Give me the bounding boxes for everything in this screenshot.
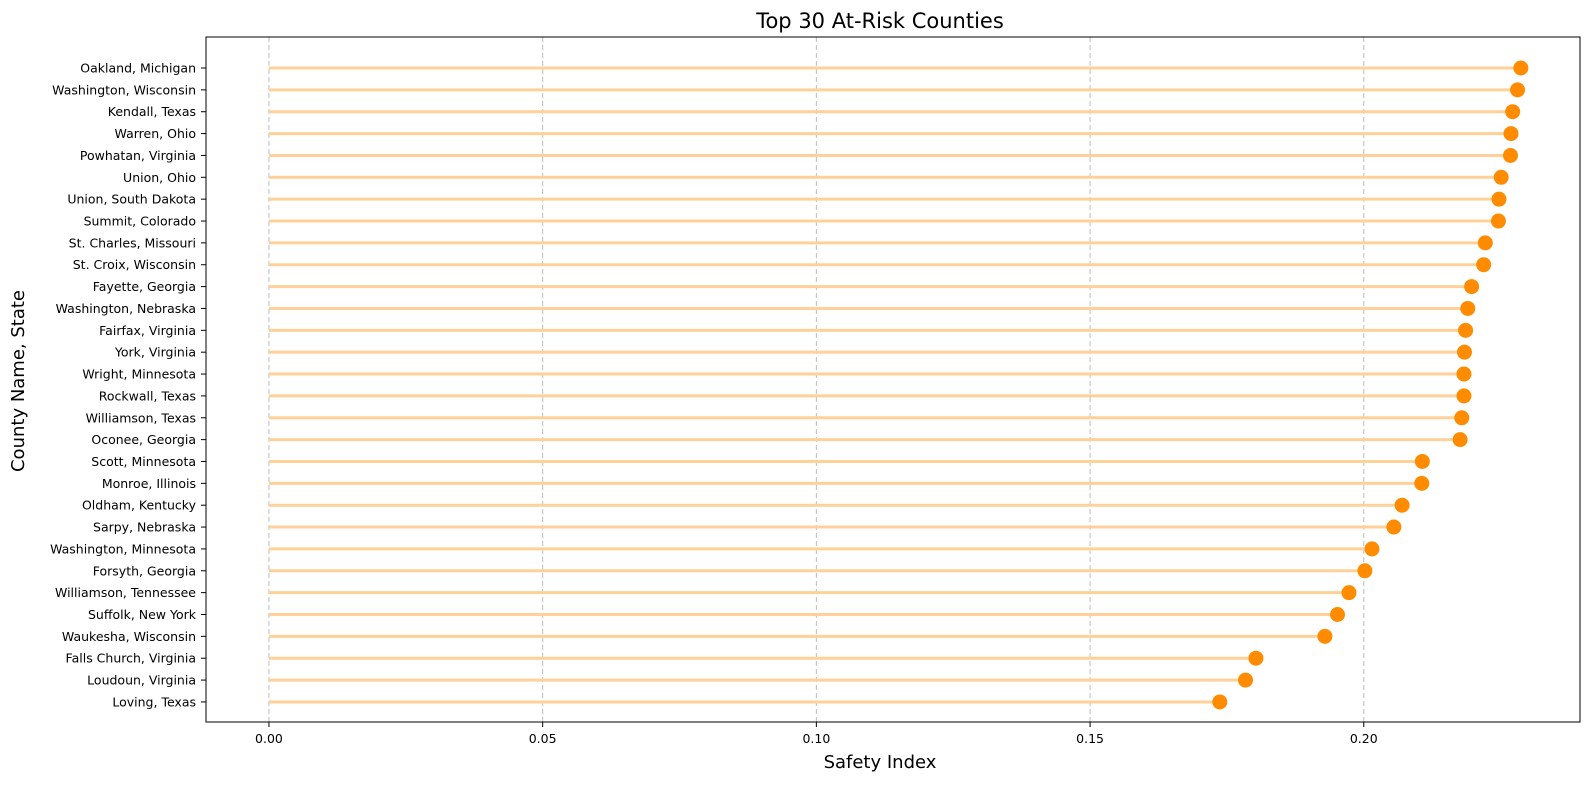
y-tick-label: Williamson, Tennessee <box>55 585 196 600</box>
y-tick-label: Suffolk, New York <box>88 607 197 622</box>
y-tick-label: York, Virginia <box>114 345 196 360</box>
y-tick-label: Warren, Ohio <box>115 126 196 141</box>
lollipop-marker <box>1317 628 1333 644</box>
y-tick-label: Union, Ohio <box>123 170 196 185</box>
x-tick-label: 0.05 <box>529 731 557 746</box>
y-tick-label: Forsyth, Georgia <box>93 563 196 578</box>
lollipop-marker <box>1394 497 1410 513</box>
y-tick-label: Wright, Minnesota <box>82 367 196 382</box>
lollipop-marker <box>1491 191 1507 207</box>
x-tick-label: 0.20 <box>1350 731 1378 746</box>
lollipop-marker <box>1414 475 1430 491</box>
lollipop-marker <box>1238 672 1254 688</box>
y-tick-label: Oakland, Michigan <box>80 61 196 76</box>
lollipop-marker <box>1357 563 1373 579</box>
y-tick-label: Fayette, Georgia <box>93 279 196 294</box>
lollipop-marker <box>1212 694 1228 710</box>
lollipop-marker <box>1464 279 1480 295</box>
y-tick-label: Oldham, Kentucky <box>82 498 197 513</box>
y-tick-label: Loving, Texas <box>112 694 196 709</box>
lollipop-marker <box>1456 344 1472 360</box>
lollipop-marker <box>1493 169 1509 185</box>
lollipop-marker <box>1248 650 1264 666</box>
x-tick-label: 0.15 <box>1076 731 1104 746</box>
y-tick-label: Loudoun, Virginia <box>87 673 196 688</box>
lollipop-marker <box>1329 607 1345 622</box>
x-axis-title: Safety Index <box>824 752 937 773</box>
y-tick-label: Sarpy, Nebraska <box>93 520 196 535</box>
lollipop-marker <box>1505 104 1521 120</box>
lollipop-marker <box>1341 585 1357 601</box>
lollipop-marker <box>1477 235 1493 251</box>
y-tick-label: Waukesha, Wisconsin <box>62 629 196 644</box>
y-tick-label: Washington, Nebraska <box>56 301 196 316</box>
y-tick-label: St. Charles, Missouri <box>69 235 196 250</box>
lollipop-marker <box>1490 213 1506 229</box>
y-tick-label: Scott, Minnesota <box>91 454 196 469</box>
lollipop-marker <box>1510 82 1526 98</box>
y-tick-label: Union, South Dakota <box>67 192 196 207</box>
y-tick-label: Powhatan, Virginia <box>80 148 196 163</box>
x-tick-label: 0.00 <box>255 731 283 746</box>
y-axis-title: County Name, State <box>8 290 29 472</box>
y-tick-label: Washington, Minnesota <box>50 541 196 556</box>
y-tick-label: St. Croix, Wisconsin <box>73 257 196 272</box>
lollipop-marker <box>1452 432 1468 448</box>
lollipop-marker <box>1454 410 1470 426</box>
y-tick-label: Monroe, Illinois <box>102 476 196 491</box>
lollipop-marker <box>1476 257 1492 273</box>
lollipop-marker <box>1386 519 1402 535</box>
y-tick-label: Falls Church, Virginia <box>66 651 196 666</box>
lollipop-marker <box>1503 126 1519 142</box>
lollipop-marker <box>1513 60 1529 76</box>
chart-title: Top 30 At-Risk Counties <box>755 9 1004 33</box>
lollipop-marker <box>1456 366 1472 382</box>
y-tick-label: Summit, Colorado <box>84 214 196 229</box>
lollipop-marker <box>1364 541 1380 557</box>
y-tick-label: Williamson, Texas <box>86 410 196 425</box>
y-tick-label: Oconee, Georgia <box>91 432 196 447</box>
y-tick-label: Rockwall, Texas <box>99 388 196 403</box>
lollipop-marker <box>1458 322 1474 338</box>
y-tick-label: Washington, Wisconsin <box>52 82 196 97</box>
lollipop-marker <box>1456 388 1472 404</box>
y-tick-label: Kendall, Texas <box>108 104 196 119</box>
lollipop-marker <box>1502 147 1518 163</box>
plot-frame <box>205 36 1581 723</box>
lollipop-marker <box>1414 453 1430 469</box>
x-tick-label: 0.10 <box>802 731 830 746</box>
y-tick-label: Fairfax, Virginia <box>99 323 196 338</box>
lollipop-marker <box>1460 300 1476 316</box>
plot-area: 0.00 0.05 0.10 0.15 0.20 Oakland, Michigan Was… <box>50 36 1581 746</box>
